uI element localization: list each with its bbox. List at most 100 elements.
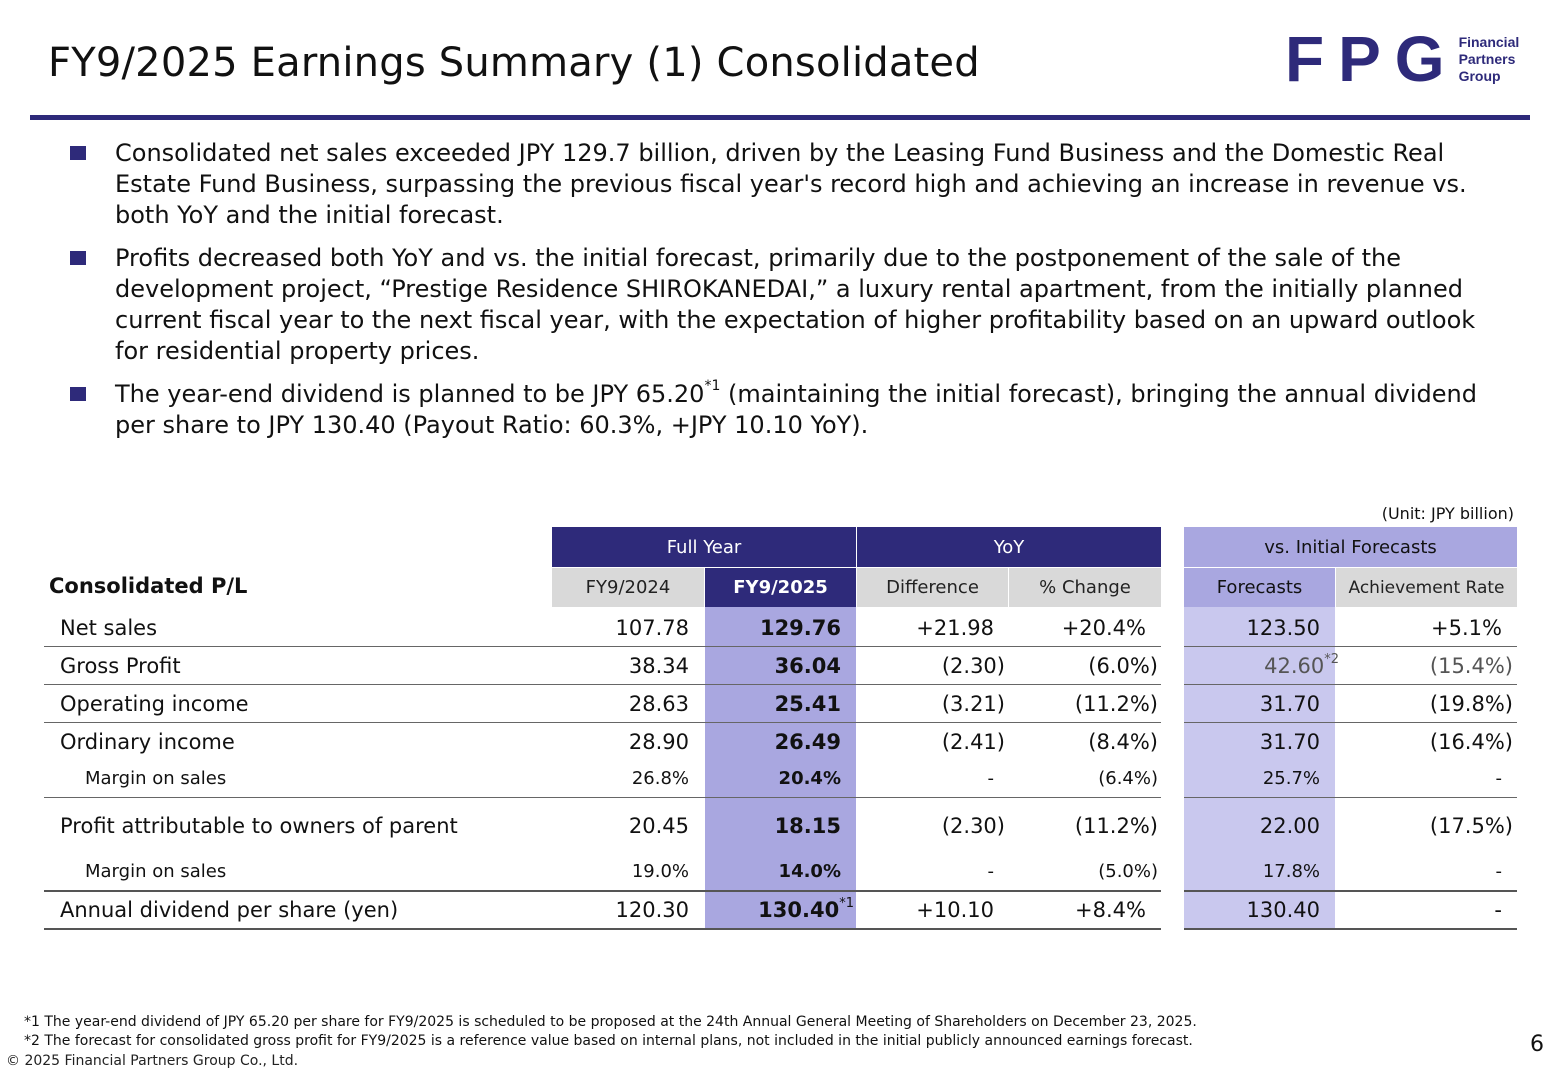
cell-fy2025: 130.40*1 [758,891,854,929]
cell-forecasts: 25.7% [1262,768,1320,789]
cell-pct-change: (11.2%) [1074,814,1158,838]
cell-fy2025: 129.76 [759,616,841,640]
table-row: Margin on sales 26.8% 20.4% - (6.4%) 25.… [0,760,1560,798]
cell-achievement: (17.5%) [1429,814,1513,838]
row-divider [1184,797,1517,798]
cell-fy2025: 14.0% [778,861,841,882]
cell-forecasts: 123.50 [1246,616,1320,640]
logo-mark: FPG [1285,23,1459,95]
cell-achievement: - [1495,861,1503,882]
row-divider [44,722,1161,723]
row-label: Annual dividend per share (yen) [60,898,399,922]
cell-fy2024: 19.0% [631,861,689,882]
cell-forecasts-value: 42.60 [1264,654,1325,678]
cell-fy2024: 107.78 [615,616,689,640]
cell-fy2024: 28.63 [628,692,689,716]
row-label: Gross Profit [60,654,181,678]
logo-text: Financial Partners Group [1459,34,1520,85]
header-forecasts: Forecasts [1184,568,1335,607]
cell-difference: - [987,768,995,789]
cell-pct-change: +20.4% [1061,616,1146,640]
square-bullet-icon [70,387,86,401]
row-label: Ordinary income [60,730,235,754]
cell-difference: (3.21) [941,692,1005,716]
table-row: Profit attributable to owners of parent … [0,807,1560,845]
bullet-text: Profits decreased both YoY and vs. the i… [115,244,1476,365]
cell-pct-change: +8.4% [1075,898,1146,922]
cell-pct-change: (5.0%) [1098,861,1158,882]
cell-fy2025: 18.15 [774,814,841,838]
header-yoy: YoY [857,527,1161,567]
cell-forecasts: 31.70 [1259,730,1320,754]
cell-forecasts: 17.8% [1262,861,1320,882]
row-divider [44,890,1161,892]
bullet-text: Consolidated net sales exceeded JPY 129.… [115,139,1467,229]
footnote-ref: *2 [1324,652,1339,667]
cell-pct-change: (6.0%) [1088,654,1158,678]
cell-fy2025: 25.41 [774,692,841,716]
cell-difference: +10.10 [916,898,994,922]
summary-bullets: Consolidated net sales exceeded JPY 129.… [70,138,1530,453]
forecast-column-bg [1184,607,1335,929]
cell-achievement: - [1494,898,1502,922]
logo-line-2: Partners [1458,50,1516,67]
row-divider [44,797,1161,798]
bullet-text-part: (maintaining the initial forecast), brin… [115,380,1477,439]
header-achievement-rate: Achievement Rate [1336,568,1517,607]
header-full-year: Full Year [552,527,856,567]
header-pct-change: % Change [1009,568,1161,607]
table-row: Net sales 107.78 129.76 +21.98 +20.4% 12… [0,609,1560,647]
table-unit: (Unit: JPY billion) [1381,504,1514,523]
row-divider [1184,684,1517,685]
cell-fy2024: 26.8% [631,768,689,789]
table-bottom-rule [44,928,1161,930]
footnote-2: *2 The forecast for consolidated gross p… [24,1033,1193,1049]
page-number: 6 [1530,1032,1544,1057]
table-row: Operating income 28.63 25.41 (3.21) (11.… [0,685,1560,723]
row-label: Margin on sales [85,768,227,789]
cell-fy2024: 120.30 [615,898,689,922]
cell-pct-change: (11.2%) [1074,692,1158,716]
row-divider [1184,890,1517,892]
bullet-text-part: The year-end dividend is planned to be J… [115,380,705,408]
row-label: Profit attributable to owners of parent [60,814,458,838]
cell-fy2025: 26.49 [774,730,841,754]
row-divider [1184,722,1517,723]
cell-forecasts: 31.70 [1259,692,1320,716]
table-row-header: Consolidated P/L [49,574,248,598]
cell-difference: (2.30) [941,654,1005,678]
fy2025-column-bg [705,607,856,929]
cell-forecasts: 130.40 [1246,898,1320,922]
cell-fy2024: 38.34 [628,654,689,678]
table-row: Gross Profit 38.34 36.04 (2.30) (6.0%) 4… [0,647,1560,685]
row-label: Operating income [60,692,249,716]
row-divider [44,684,1161,685]
bullet-item: Consolidated net sales exceeded JPY 129.… [70,138,1530,231]
cell-difference: (2.30) [941,814,1005,838]
page-title: FY9/2025 Earnings Summary (1) Consolidat… [48,40,980,86]
cell-fy2025: 36.04 [774,654,841,678]
company-logo: FPG Financial Partners Group [1285,23,1520,95]
copyright-text: © 2025 Financial Partners Group Co., Ltd… [6,1053,299,1069]
cell-forecasts: 42.60*2 [1264,647,1339,685]
cell-fy2025: 20.4% [778,768,841,789]
square-bullet-icon [70,251,86,265]
cell-fy2024: 20.45 [628,814,689,838]
logo-line-1: Financial [1458,33,1520,50]
row-label: Net sales [60,616,158,640]
table-row: Margin on sales 19.0% 14.0% - (5.0%) 17.… [0,853,1560,891]
footnote-ref: *1 [839,896,854,911]
cell-achievement: (16.4%) [1429,730,1513,754]
bullet-item: Profits decreased both YoY and vs. the i… [70,243,1530,367]
cell-achievement: (19.8%) [1429,692,1513,716]
table-row: Ordinary income 28.90 26.49 (2.41) (8.4%… [0,723,1560,761]
cell-difference: - [987,861,995,882]
cell-pct-change: (8.4%) [1088,730,1158,754]
cell-difference: (2.41) [941,730,1005,754]
header-difference: Difference [857,568,1008,607]
title-divider [30,115,1530,120]
cell-fy2024: 28.90 [628,730,689,754]
cell-difference: +21.98 [916,616,994,640]
cell-forecasts: 22.00 [1259,814,1320,838]
row-divider [44,646,1161,647]
